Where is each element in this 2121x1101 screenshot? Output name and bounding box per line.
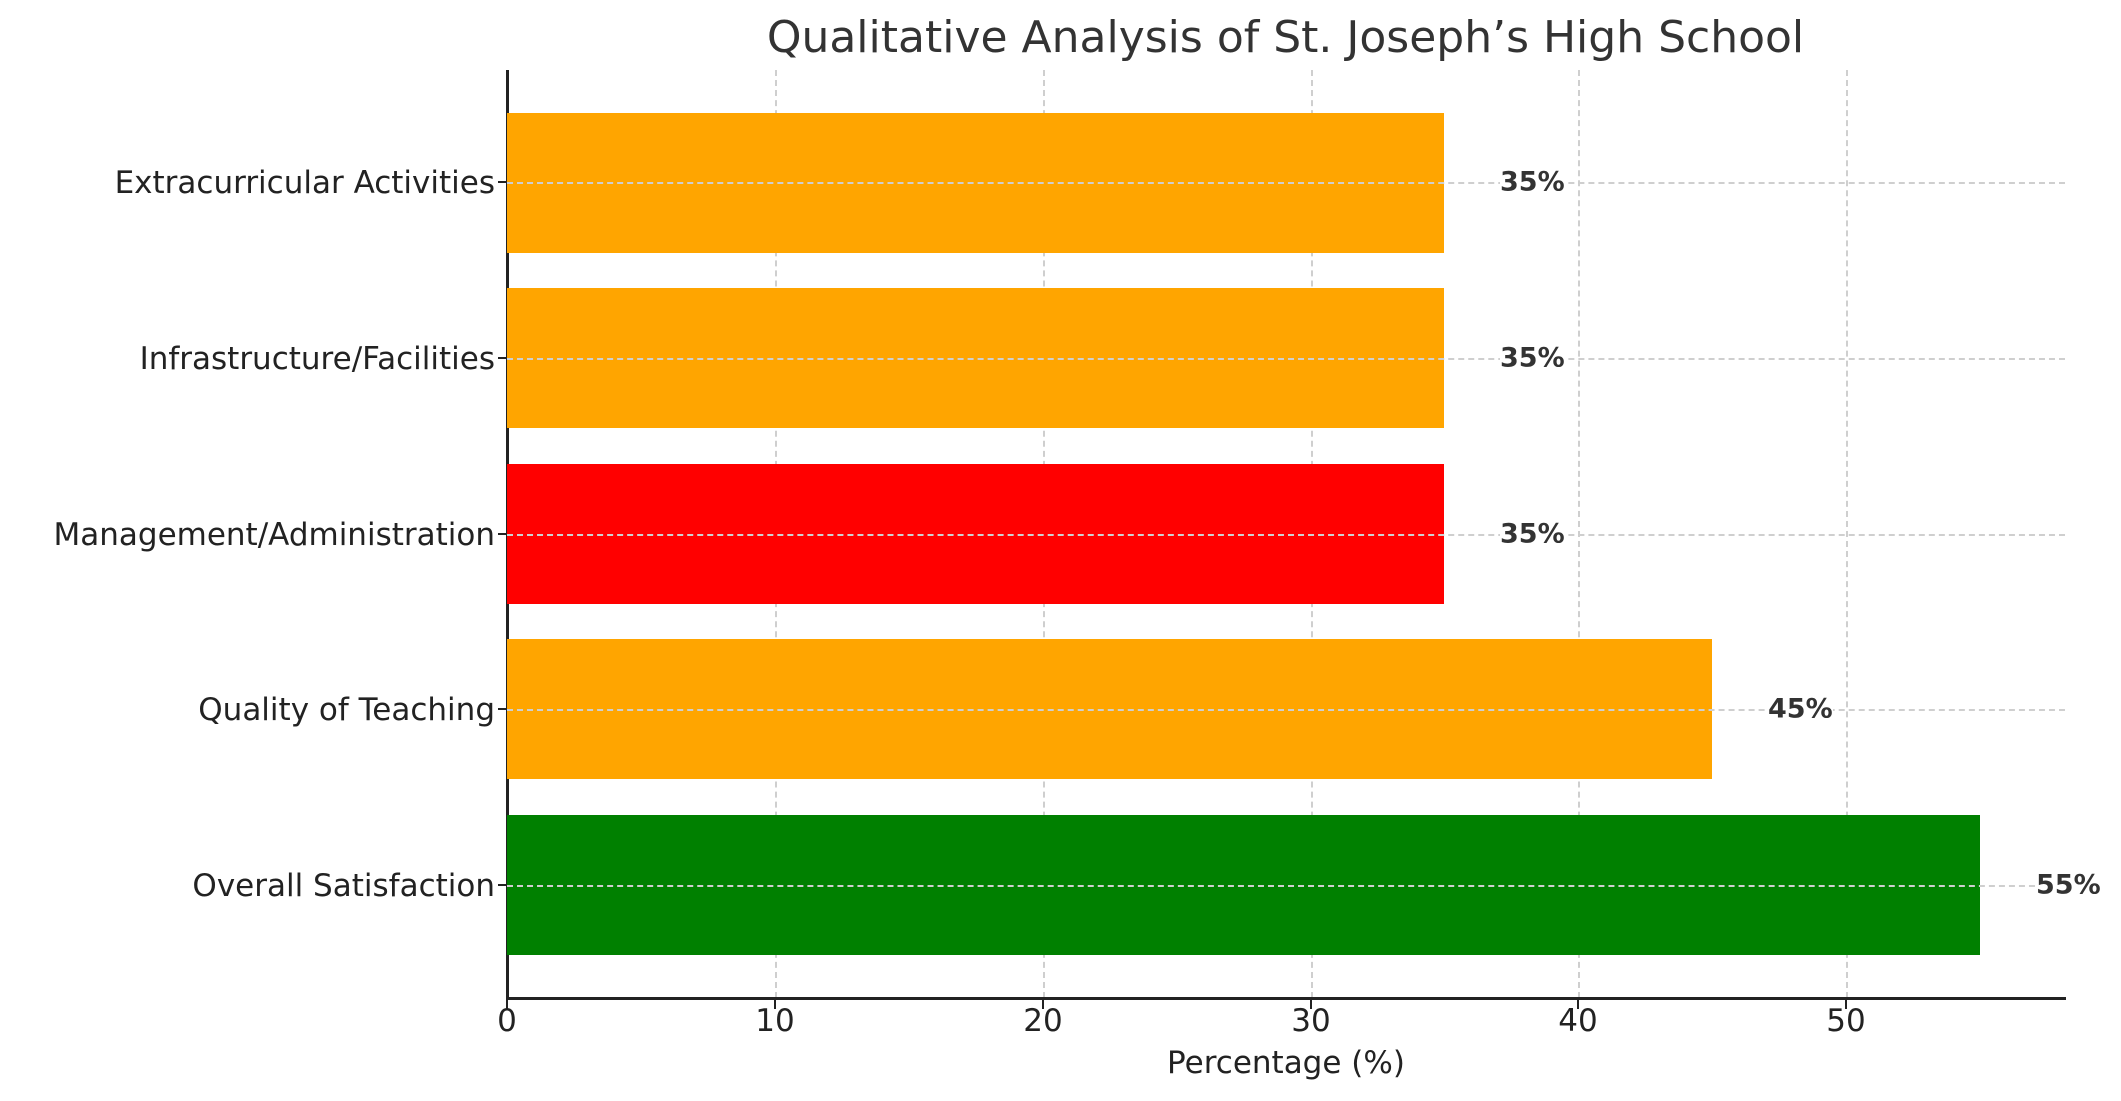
value-label: 35% [1500,342,1565,374]
y-tick-label: Infrastructure/Facilities [139,341,495,377]
value-label: 35% [1500,518,1565,550]
x-tick-label: 40 [1558,1003,1598,1039]
x-tick [1310,999,1312,1009]
y-tick [498,181,507,183]
x-tick [774,999,776,1009]
chart-title: Qualitative Analysis of St. Joseph’s Hig… [766,12,1805,63]
value-label: 45% [1768,693,1833,725]
x-tick [1845,999,1847,1009]
y-tick-label: Management/Administration [53,517,496,553]
gridline-y-3 [507,709,2065,711]
x-tick-label: 20 [1023,1003,1063,1039]
y-tick [498,357,507,359]
gridline-y-0 [507,182,2065,184]
y-tick [498,884,507,886]
x-tick [1577,999,1579,1009]
y-tick-label: Extracurricular Activities [114,165,495,201]
x-tick [1042,999,1044,1009]
y-tick [498,708,507,710]
plot-area: 35% 35% 35% 45% 55% [507,70,2101,998]
value-label: 35% [1500,166,1565,198]
x-tick-label: 10 [755,1003,795,1039]
y-tick-label: Quality of Teaching [198,692,495,728]
x-tick [506,999,508,1009]
x-tick-label: 0 [497,1003,517,1039]
gridline-y-4 [507,885,2065,887]
x-axis-label: Percentage (%) [1167,1045,1405,1081]
x-axis-line [506,997,2066,1000]
gridline-y-2 [507,534,2065,536]
gridline-y-1 [507,358,2065,360]
x-tick-label: 30 [1291,1003,1331,1039]
y-tick-label: Overall Satisfaction [192,868,495,904]
x-tick-label: 50 [1826,1003,1866,1039]
value-label: 55% [2036,869,2101,901]
y-tick [498,533,507,535]
